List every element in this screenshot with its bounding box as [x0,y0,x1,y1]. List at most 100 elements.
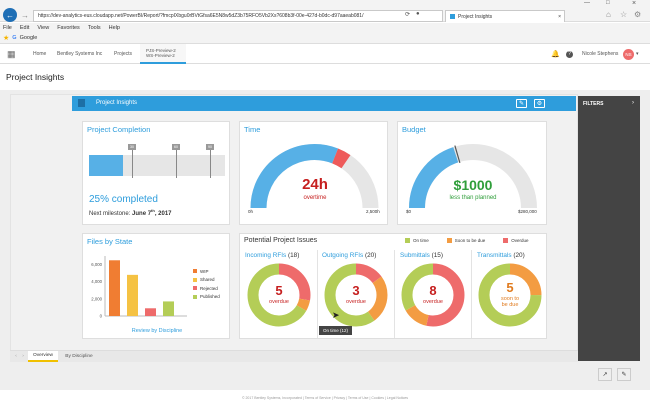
budget-sub: less than planned [449,195,497,201]
bar-rejected[interactable] [145,308,156,316]
menu-favorites[interactable]: Favorites [57,25,80,31]
donut-segment-on-time[interactable] [401,263,465,327]
submittals-name: Submittals [400,252,430,259]
edit-pencil-icon[interactable]: ✎ [516,99,527,108]
menu-tools[interactable]: Tools [87,25,101,31]
export-icon[interactable]: ↗ [598,368,612,381]
avatar[interactable]: NS [623,44,634,64]
time-max: 2,500h [366,209,380,214]
donut-submittals[interactable] [400,262,466,328]
outgoing-rfis-big: 3 [352,283,360,298]
transmittals-count: (20) [513,252,525,259]
incoming-rfis-sub: overdue [269,299,289,305]
time-value: 24h [302,176,328,193]
chevron-down-icon[interactable]: ▾ [636,51,639,57]
maximize-icon[interactable]: □ [606,0,610,6]
avatar-initials: NS [623,48,634,60]
menu-edit[interactable]: Edit [19,25,30,31]
donut-segment-on-time[interactable] [478,263,542,327]
review-by-discipline-link[interactable]: Review by Discipline [131,328,183,334]
legend-published: Published [193,293,220,302]
issues-legend: On time Soon to be due Overdue [405,238,529,243]
donut-tooltip: On time (12) [319,326,353,335]
report-header-title: Project Insights [96,100,138,106]
edit-pencil-icon[interactable]: ✎ [617,368,631,381]
address-bar[interactable]: https://dev-analytics-eus.cloudapp.net/P… [33,10,443,22]
back-icon[interactable]: ← [3,8,17,22]
nav-current-project[interactable]: PJS-Preview-2 WS-Preview-2 [140,44,186,64]
nav-home[interactable]: Home [33,51,47,57]
favorites-star-icon[interactable]: ★ [3,35,10,42]
browser-tab[interactable]: Project Insights × [445,10,565,22]
filters-label[interactable]: FILTERS [583,101,604,107]
favorite-google[interactable]: Google [19,35,38,41]
tab-next-icon[interactable]: › [22,354,24,359]
panel-submittals-title[interactable]: Submittals (15) [400,252,443,259]
files-legend: WIP Shared Rejected Published [193,267,220,301]
favorites-bar: ★ G Google [0,33,650,44]
legend-label-overdue: Overdue [511,238,529,243]
tab-title: Project Insights [458,13,493,20]
nav-org[interactable]: Bentley Systems Inc [57,51,103,57]
marker-line-2 [176,144,177,178]
donut-outgoing-rfis[interactable] [323,262,389,328]
browser-chrome: ← → https://dev-analytics-eus.cloudapp.n… [0,0,650,22]
marker-60: 60 [172,144,180,150]
home-icon[interactable]: ⌂ [606,10,611,19]
card-project-issues: Potential Project Issues On time Soon to… [239,233,547,339]
tab-close-icon[interactable]: × [558,13,561,20]
help-icon[interactable]: ? [566,44,573,64]
forward-icon[interactable]: → [21,10,29,20]
submittals-sub: overdue [423,299,443,305]
tab-prev-icon[interactable]: ‹ [15,354,17,359]
incoming-rfis-name: Incoming RFIs [245,252,287,259]
submittals-count: (15) [431,252,443,259]
favorites-star-icon[interactable]: ☆ [620,10,628,19]
menu-view[interactable]: View [37,25,50,31]
project-line2: WS-Preview-2 [146,53,175,58]
time-title: Time [244,125,261,134]
window-close-icon[interactable]: × [632,0,637,7]
apps-grid-icon[interactable]: ▦ [7,48,16,59]
chevron-right-icon[interactable]: › [632,100,634,106]
legend-label-shared: Shared [200,277,215,283]
bar-published[interactable] [163,301,174,316]
divider [394,250,395,338]
donut-segment-on-time[interactable] [324,263,388,327]
panel-outgoing-rfis-title[interactable]: Outgoing RFIs (20) [322,252,376,259]
app-nav: ▦ Home Bentley Systems Inc Projects PJS-… [0,44,650,64]
milestone-label: Next milestone: [89,211,131,217]
budget-gauge [409,144,537,209]
refresh-icon[interactable]: ⟳ [405,12,411,18]
incoming-rfis-count: (18) [287,252,300,259]
nav-projects[interactable]: Projects [114,51,133,57]
y-tick-label: 2,000 [91,296,102,301]
report-icon [78,99,85,107]
legend-swatch-on-time [405,238,410,243]
menu-help[interactable]: Help [108,25,120,31]
donut-transmittals[interactable] [477,262,543,328]
donut-incoming-rfis[interactable] [246,262,312,328]
bar-shared[interactable] [127,274,138,316]
donut-segment-soon[interactable] [324,263,388,327]
legend-label-on-time: On time [413,238,429,243]
bar-wip[interactable] [109,260,120,316]
files-title: Files by State [87,237,133,246]
budget-min: $0 [406,209,412,214]
panel-incoming-rfis-title[interactable]: Incoming RFIs (18) [245,252,299,259]
settings-gear-icon[interactable]: ⚙ [634,10,642,19]
legend-wip: WIP [193,267,220,276]
notifications-bell-icon[interactable]: 🔔 [551,51,560,58]
user-name[interactable]: Nicole Stephens [582,51,619,57]
menu-file[interactable]: File [3,25,12,31]
minimize-icon[interactable]: — [584,0,590,6]
panel-transmittals-title[interactable]: Transmittals (20) [477,252,525,259]
report-header-bar: Project Insights ✎ ⚙ [72,96,576,111]
project-line1: PJS-Preview-2 [146,48,176,53]
legend-swatch-published [193,294,197,299]
tab-by-discipline[interactable]: By Discipline [65,354,93,359]
tab-overview[interactable]: Overview [28,351,58,362]
legend-rejected: Rejected [193,284,220,293]
settings-gear-icon[interactable]: ⚙ [534,99,545,108]
donut-segment-on-time[interactable] [247,263,311,327]
